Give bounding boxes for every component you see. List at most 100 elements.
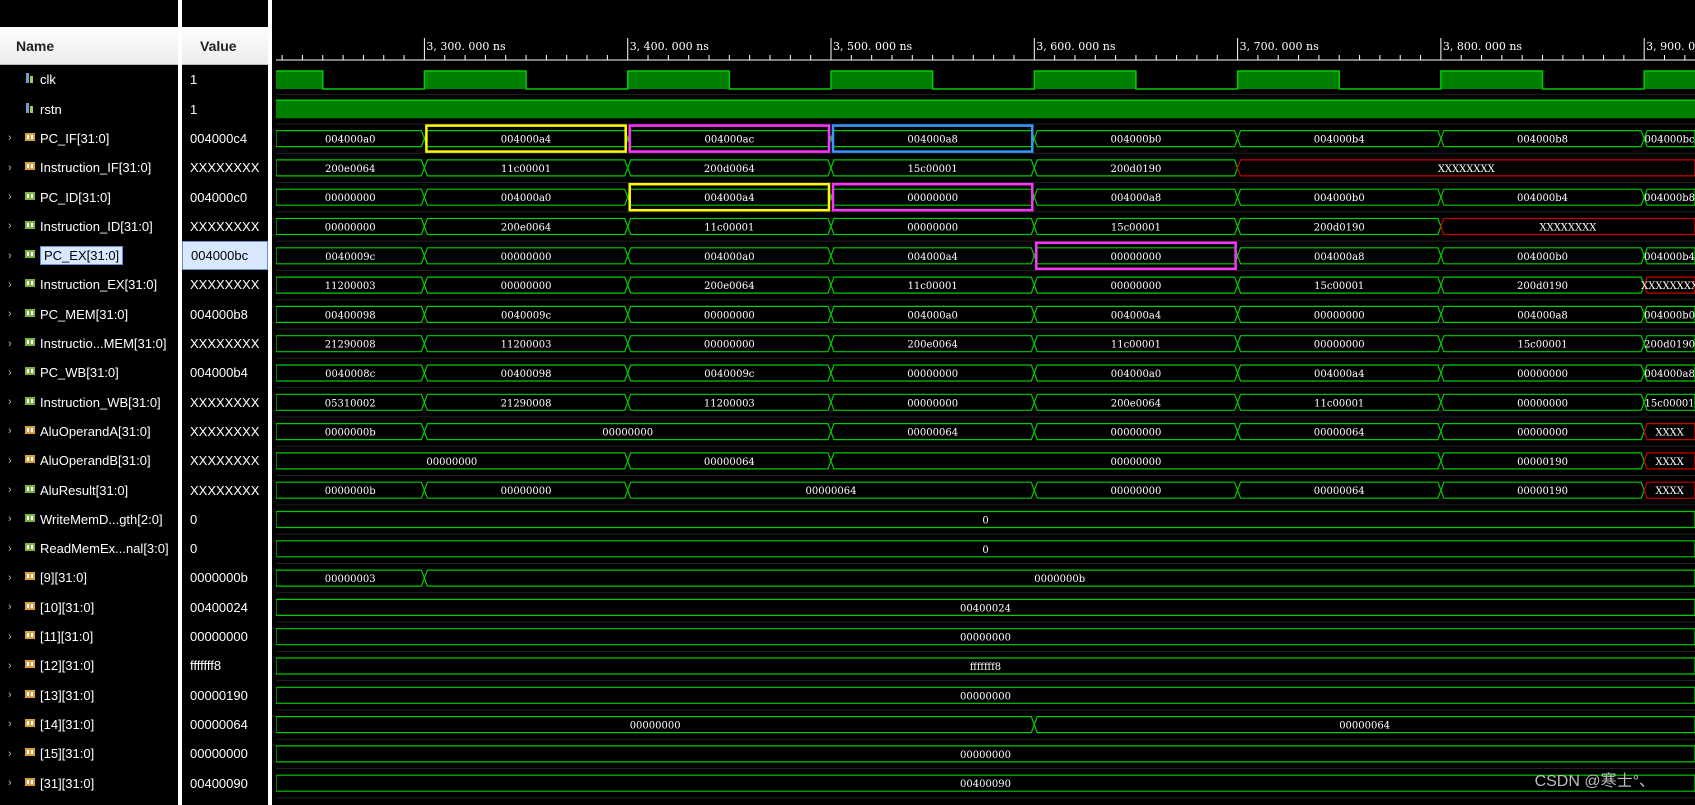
signal-value-cell[interactable]: 004000b8 [190,306,248,322]
signal-name-label: Instructio...MEM[31:0] [40,336,167,352]
chevron-right-icon[interactable]: › [8,571,12,584]
ruler-tick-label: 3, 600. 000 ns [1036,40,1116,53]
column-divider[interactable] [178,0,182,805]
signal-name-row[interactable]: › [15][31:0] [0,739,178,768]
bus-segment [1643,452,1695,470]
bus-segment-value: 200d0190 [1314,223,1365,234]
signal-name-row[interactable]: › PC_WB[31:0] [0,358,178,387]
signal-name-row[interactable]: › [10][31:0] [0,593,178,622]
signal-value-cell[interactable]: XXXXXXXX [190,482,260,498]
chevron-right-icon[interactable]: › [8,484,12,497]
clk-high-fill [1237,71,1340,89]
signal-name-row[interactable]: › PC_MEM[31:0] [0,300,178,329]
signal-value-cell[interactable]: 0000000b [190,570,248,586]
signal-value-cell[interactable]: 00400090 [190,775,248,791]
chevron-right-icon[interactable]: › [8,454,12,467]
chevron-right-icon[interactable]: › [8,132,12,145]
signal-name-row[interactable]: › Instruction_ID[31:0] [0,212,178,241]
ruler-tick-label: 3, 700. 000 ns [1240,40,1320,53]
chevron-right-icon[interactable]: › [8,425,12,438]
signal-name-row[interactable]: › PC_EX[31:0] [0,241,178,270]
value-column-header[interactable]: Value [182,27,268,65]
signal-value-cell[interactable]: 1 [190,101,198,117]
signal-name-row[interactable]: › PC_IF[31:0] [0,124,178,153]
signal-name-row[interactable]: › ReadMemEx...nal[3:0] [0,534,178,563]
signal-name-row[interactable]: › Instruction_EX[31:0] [0,270,178,299]
signal-name-label: PC_WB[31:0] [40,365,119,381]
chevron-right-icon[interactable]: › [8,191,12,204]
bus-segment [1033,716,1695,734]
signal-name-label: PC_MEM[31:0] [40,306,129,322]
signal-value-cell[interactable]: 004000c4 [190,130,248,146]
waveform-canvas[interactable]: 3, 300. 000 ns 3, 400. 000 ns 3, 500. 000 … [276,0,1695,805]
signal-value-cell[interactable]: 00000000 [190,746,248,762]
chevron-right-icon[interactable]: › [8,513,12,526]
signal-value-cell[interactable]: XXXXXXXX [190,218,260,234]
signal-name-row[interactable]: rstn [0,95,178,124]
signal-name-row[interactable]: › [11][31:0] [0,622,178,651]
signal-value-cell[interactable]: 00000064 [190,716,248,732]
bus-segment-value: 004000a8 [1644,369,1695,380]
chevron-right-icon[interactable]: › [8,308,12,321]
chevron-right-icon[interactable]: › [8,630,12,643]
signal-name-row[interactable]: clk [0,65,178,94]
chevron-right-icon[interactable]: › [8,249,12,262]
bus-segment-value: 0 [982,545,988,556]
signal-value-cell[interactable]: XXXXXXXX [190,160,260,176]
signal-value-cell[interactable]: 1 [190,72,198,88]
signal-value-cell[interactable]: 004000bc [182,241,268,271]
signal-name-row[interactable]: › AluResult[31:0] [0,476,178,505]
chevron-right-icon[interactable]: › [8,396,12,409]
signal-value-cell[interactable]: XXXXXXXX [190,423,260,439]
signal-name-row[interactable]: › PC_ID[31:0] [0,183,178,212]
signal-name-row[interactable]: › [9][31:0] [0,563,178,592]
signal-value-cell[interactable]: fffffff8 [190,658,222,674]
signal-name-row[interactable]: › WriteMemD...gth[2:0] [0,505,178,534]
signal-value-cell[interactable]: 00400024 [190,599,248,615]
name-column-header[interactable]: Name [0,27,178,65]
bus-segment-value: 00000000 [1517,428,1568,439]
bus-segment [1643,247,1695,265]
signal-value-cell[interactable]: XXXXXXXX [190,336,260,352]
chevron-right-icon[interactable]: › [8,689,12,702]
signal-name-row[interactable]: › AluOperandA[31:0] [0,417,178,446]
wave-row: 00400090 [276,774,1695,799]
signal-name-row[interactable]: › Instruction_IF[31:0] [0,153,178,182]
signal-name-row[interactable]: › [13][31:0] [0,681,178,710]
signal-name-row[interactable]: › [12][31:0] [0,651,178,680]
signal-value-cell[interactable]: 00000000 [190,629,248,645]
chevron-right-icon[interactable]: › [8,777,12,790]
chevron-right-icon[interactable]: › [8,366,12,379]
bus-icon-green [24,483,36,498]
bus-segment-value: fffffff8 [970,662,1001,673]
chevron-right-icon[interactable]: › [8,278,12,291]
signal-name-row[interactable]: › Instructio...MEM[31:0] [0,329,178,358]
signal-value-cell[interactable]: XXXXXXXX [190,453,260,469]
chevron-right-icon[interactable]: › [8,220,12,233]
chevron-right-icon[interactable]: › [8,601,12,614]
chevron-right-icon[interactable]: › [8,659,12,672]
signal-value-cell[interactable]: XXXXXXXX [190,277,260,293]
chevron-right-icon[interactable]: › [8,718,12,731]
signal-name-row[interactable]: › Instruction_WB[31:0] [0,388,178,417]
signal-name-row[interactable]: › [14][31:0] [0,710,178,739]
wave-divider[interactable] [268,0,272,805]
watermark: CSDN @寒士°、 [1534,773,1655,790]
signal-value-cell[interactable]: 004000b4 [190,365,248,381]
chevron-right-icon[interactable]: › [8,337,12,350]
signal-value-cell[interactable]: 0 [190,511,198,527]
signal-name-row[interactable]: › [31][31:0] [0,769,178,798]
wave-row: 0 [276,540,1695,564]
signal-value-cell[interactable]: 00000190 [190,687,248,703]
chevron-right-icon[interactable]: › [8,161,12,174]
signal-name-row[interactable]: › AluOperandB[31:0] [0,446,178,475]
signal-value-cell[interactable]: 0 [190,541,198,557]
bus-icon-orange [24,629,36,644]
clk-high-fill [627,71,730,89]
bus-segment-value: 00000000 [426,457,477,468]
signal-value-cell[interactable]: 004000c0 [190,189,248,205]
chevron-right-icon[interactable]: › [8,542,12,555]
chevron-right-icon[interactable]: › [8,747,12,760]
ruler-tick-label: 3, 400. 000 ns [630,40,710,53]
signal-value-cell[interactable]: XXXXXXXX [190,394,260,410]
